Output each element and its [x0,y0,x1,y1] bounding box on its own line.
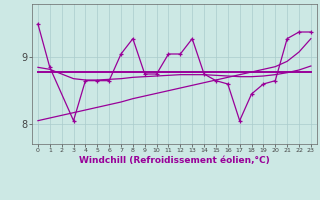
X-axis label: Windchill (Refroidissement éolien,°C): Windchill (Refroidissement éolien,°C) [79,156,270,165]
